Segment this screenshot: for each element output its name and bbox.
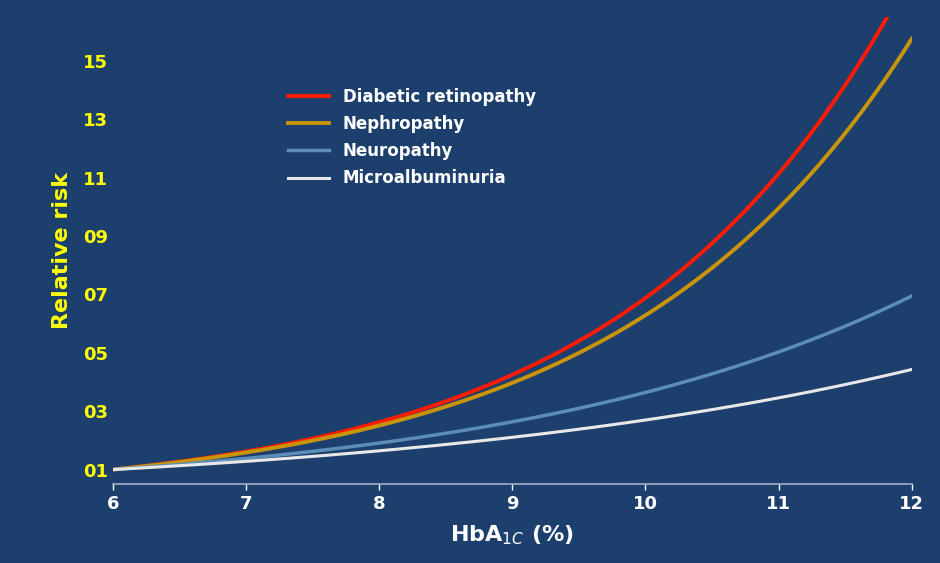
Microalbuminuria	[610, 421, 621, 428]
Microalbuminuria	[107, 466, 118, 473]
Diabetic retinopathy	[107, 466, 118, 473]
Legend: Diabetic retinopathy, Nephropathy, Neuropathy, Microalbuminuria: Diabetic retinopathy, Nephropathy, Neuro…	[281, 81, 542, 194]
Microalbuminuria	[688, 409, 699, 416]
Nephropathy	[906, 35, 917, 42]
Diabetic retinopathy	[368, 421, 379, 427]
Line: Microalbuminuria: Microalbuminuria	[113, 369, 912, 470]
Line: Neuropathy: Neuropathy	[113, 296, 912, 470]
Nephropathy	[688, 279, 699, 285]
X-axis label: HbA$_{1C}$ (%): HbA$_{1C}$ (%)	[450, 524, 574, 547]
Neuropathy	[424, 432, 435, 439]
Diabetic retinopathy	[424, 404, 435, 410]
Nephropathy	[368, 424, 379, 431]
Nephropathy	[610, 330, 621, 337]
Neuropathy	[368, 440, 379, 447]
Neuropathy	[203, 458, 214, 465]
Neuropathy	[906, 293, 917, 300]
Microalbuminuria	[684, 410, 696, 417]
Line: Nephropathy: Nephropathy	[113, 39, 912, 470]
Neuropathy	[684, 377, 696, 384]
Diabetic retinopathy	[684, 260, 696, 267]
Nephropathy	[424, 408, 435, 415]
Neuropathy	[107, 466, 118, 473]
Microalbuminuria	[424, 443, 435, 449]
Y-axis label: Relative risk: Relative risk	[52, 172, 71, 329]
Neuropathy	[610, 396, 621, 403]
Diabetic retinopathy	[610, 315, 621, 322]
Nephropathy	[107, 466, 118, 473]
Microalbuminuria	[368, 448, 379, 455]
Diabetic retinopathy	[688, 256, 699, 263]
Diabetic retinopathy	[203, 454, 214, 461]
Microalbuminuria	[203, 461, 214, 467]
Line: Diabetic retinopathy: Diabetic retinopathy	[113, 0, 912, 470]
Microalbuminuria	[906, 366, 917, 373]
Nephropathy	[203, 455, 214, 462]
Nephropathy	[684, 282, 696, 288]
Neuropathy	[688, 376, 699, 383]
